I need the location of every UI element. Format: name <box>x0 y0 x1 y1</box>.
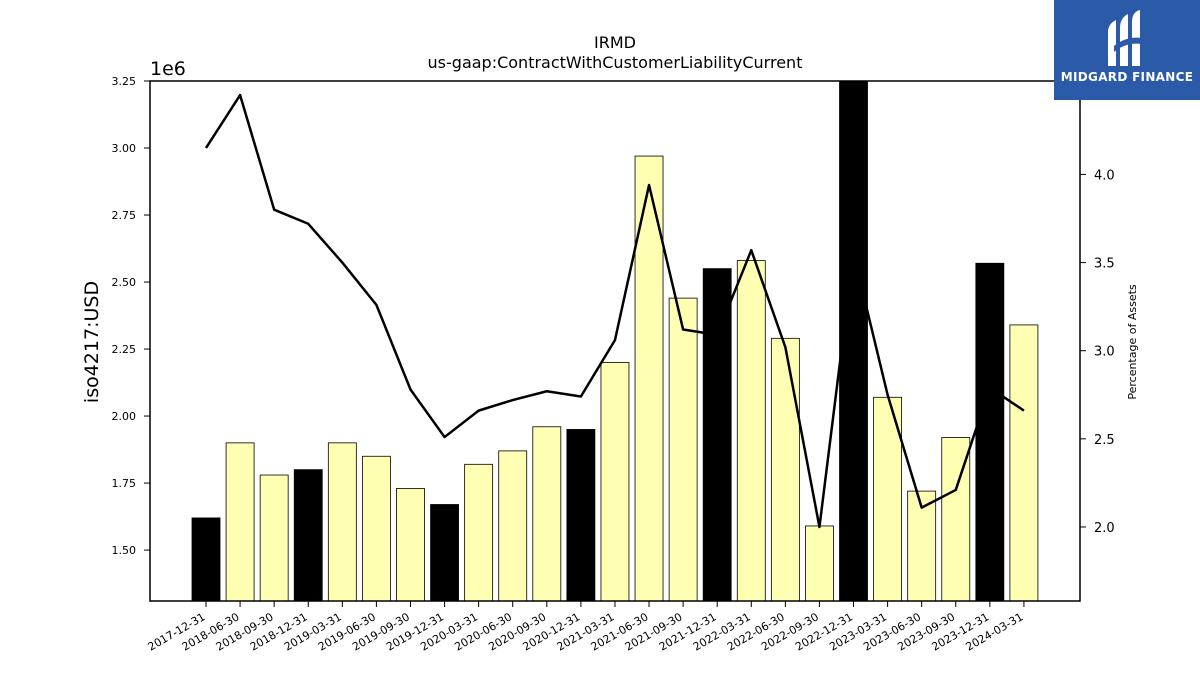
percentage-line <box>204 93 1025 529</box>
y-tick-label: 2.25 <box>112 343 137 356</box>
midgard-finance-logo: MIDGARD FINANCE <box>1054 0 1200 100</box>
y2-tick-label: 2.0 <box>1094 521 1115 536</box>
bar <box>873 396 902 602</box>
bar <box>702 268 732 602</box>
y-tick-label: 1.50 <box>112 544 137 557</box>
y2-axis-label: Percentage of Assets <box>1126 284 1139 400</box>
bar <box>430 504 459 602</box>
y-tick-label: 3.00 <box>112 142 137 155</box>
y2-axis-ticks: 2.0 2.5 3.0 3.5 4.0 <box>1080 168 1115 536</box>
line-series <box>204 93 1025 529</box>
y-tick-label: 1.75 <box>112 477 137 490</box>
bar <box>566 429 596 602</box>
y2-tick-label: 3.0 <box>1094 345 1115 360</box>
bar <box>770 337 800 602</box>
bar <box>293 469 323 602</box>
bar <box>668 297 698 602</box>
y2-tick-label: 3.5 <box>1094 257 1115 272</box>
bar <box>600 362 630 602</box>
y-axis-ticks: 1.50 1.75 2.00 2.25 2.50 2.75 3.00 3.25 <box>112 75 150 557</box>
bar <box>259 474 289 602</box>
y-tick-label: 2.75 <box>112 209 137 222</box>
bar <box>327 442 357 602</box>
bar <box>532 426 562 602</box>
y-tick-label: 2.00 <box>112 410 137 423</box>
bar <box>1009 324 1039 602</box>
chart-subtitle: us-gaap:ContractWithCustomerLiabilityCur… <box>428 53 803 72</box>
bar <box>839 80 868 602</box>
y-tick-label: 2.50 <box>112 276 137 289</box>
y2-tick-label: 4.0 <box>1094 168 1115 183</box>
logo-text: MIDGARD FINANCE <box>1060 70 1194 84</box>
bar <box>191 517 221 602</box>
y-tick-label: 3.25 <box>112 75 137 88</box>
bar <box>975 262 1005 602</box>
bar <box>736 260 766 602</box>
bar <box>464 463 494 602</box>
bar <box>498 450 528 602</box>
bar <box>225 442 255 602</box>
bar <box>361 455 391 602</box>
y2-tick-label: 2.5 <box>1094 433 1115 448</box>
y-axis-label: iso4217:USD <box>81 281 103 403</box>
bar <box>396 488 425 602</box>
bar-series <box>191 80 1039 602</box>
bar <box>805 525 834 602</box>
x-axis-ticks: 2017-12-312018-06-302018-09-302018-12-31… <box>146 601 1025 654</box>
y-scale-label: 1e6 <box>150 58 186 80</box>
bar <box>907 490 937 602</box>
chart-title: IRMD <box>594 33 636 52</box>
midgard-logo-icon <box>1108 10 1142 66</box>
